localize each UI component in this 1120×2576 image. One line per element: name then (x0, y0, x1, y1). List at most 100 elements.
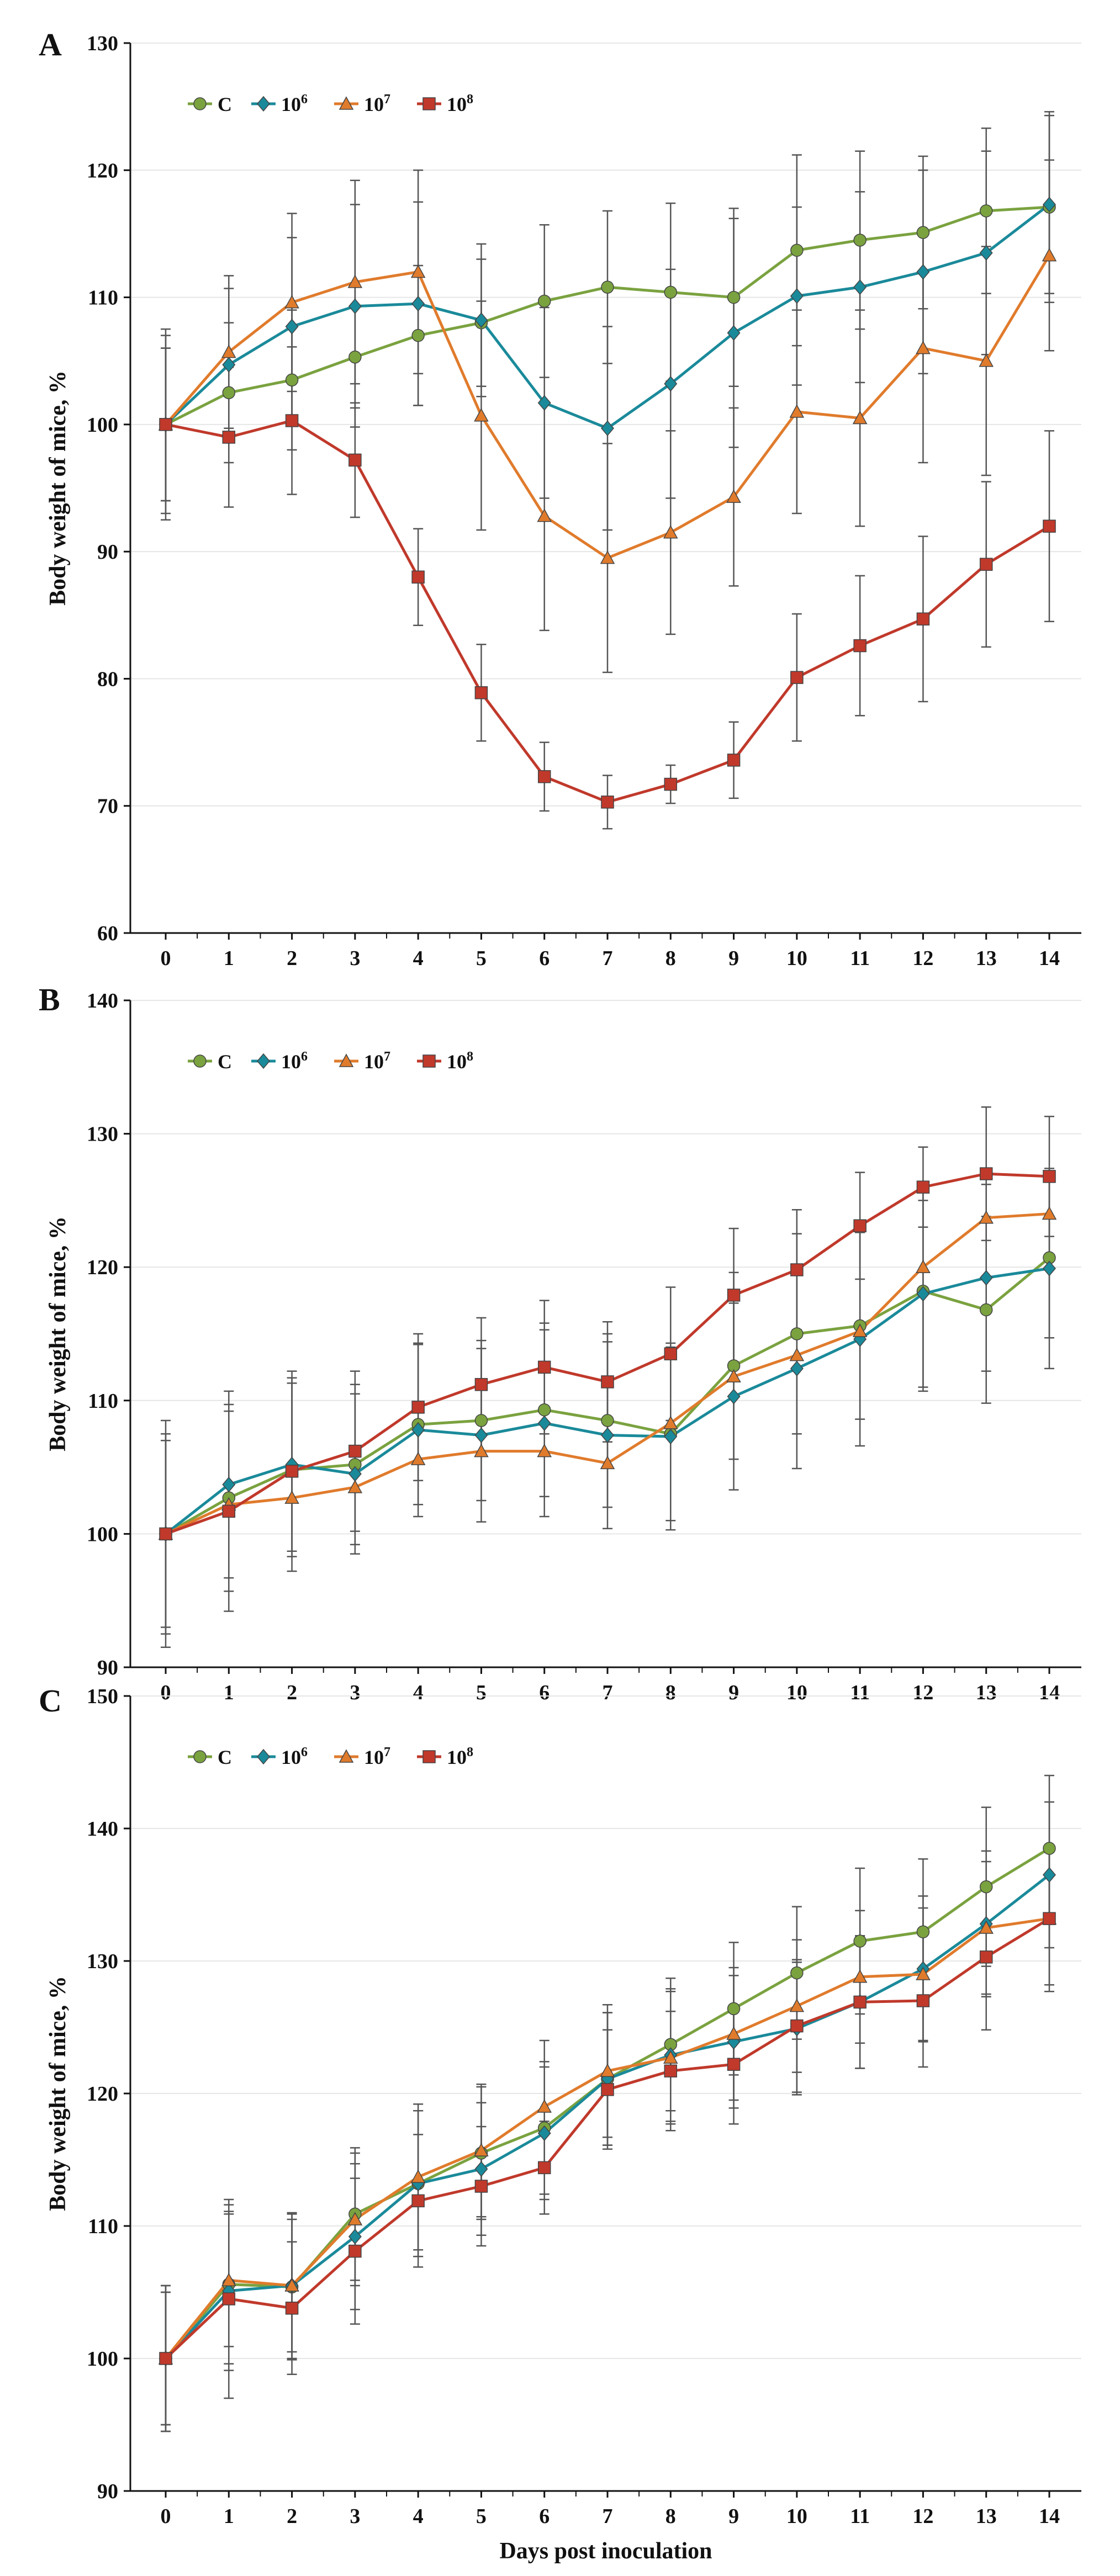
x-tick-label: 12 (912, 2505, 933, 2528)
data-point-106 (601, 420, 614, 436)
x-tick-label: 0 (161, 2505, 171, 2528)
data-point-107 (852, 410, 868, 425)
x-tick-label: 6 (539, 2505, 550, 2528)
y-axis-title: Body weight of mice, % (45, 370, 71, 606)
x-tick-label: 10 (786, 2505, 807, 2528)
data-point-108 (601, 796, 614, 809)
legend-label: 106 (281, 92, 308, 115)
x-tick-label: 8 (665, 1681, 676, 1704)
data-point-106 (285, 319, 299, 335)
data-point-C (979, 1303, 993, 1317)
legend: C 106 107 108 (188, 1050, 473, 1073)
x-tick-label: 11 (850, 947, 870, 970)
data-point-C (1043, 1842, 1056, 1855)
legend-label: 106 (281, 1745, 308, 1768)
x-tick-label: 10 (786, 947, 807, 970)
data-point-106 (537, 2125, 551, 2142)
legend-item-108: 108 (417, 1745, 473, 1768)
legend-marker (422, 1054, 436, 1068)
x-tick-label: 6 (539, 947, 550, 970)
x-tick-label: 12 (912, 1681, 933, 1704)
data-point-108 (853, 1219, 867, 1233)
x-tick-label: 0 (161, 1681, 171, 1704)
legend-item-107: 107 (334, 92, 390, 115)
x-tick-label: 9 (728, 1681, 739, 1704)
legend-item-106: 106 (251, 1745, 308, 1768)
x-tick-label: 4 (413, 1681, 424, 1704)
data-point-106 (222, 1476, 236, 1493)
y-tick-label: 90 (97, 540, 118, 564)
data-point-108 (979, 1167, 993, 1180)
data-point-108 (411, 2194, 425, 2208)
data-point-108 (1043, 520, 1056, 533)
legend-marker (339, 96, 354, 110)
data-point-107 (663, 1416, 678, 1429)
data-point-108 (853, 1995, 867, 2009)
data-point-108 (348, 453, 362, 467)
x-tick-label: 5 (476, 1681, 487, 1704)
data-point-107 (916, 341, 931, 354)
data-point-107 (726, 2026, 741, 2040)
data-point-106 (664, 1428, 678, 1445)
data-point-107 (852, 1969, 868, 1983)
data-point-108 (285, 414, 299, 427)
data-point-108 (853, 639, 867, 653)
legend-label: C (218, 93, 232, 115)
legend-marker (422, 1750, 436, 1763)
x-tick-label: 3 (350, 947, 360, 970)
data-point-107 (537, 508, 552, 522)
data-point-106 (474, 312, 488, 328)
data-point-107 (726, 489, 741, 503)
x-tick-label: 2 (287, 2505, 297, 2528)
data-point-C (979, 204, 993, 218)
x-axis-title: Days post inoculation (499, 2538, 712, 2564)
legend-item-106: 106 (251, 92, 308, 115)
x-tick-label: 4 (413, 947, 424, 970)
y-tick-label: 100 (87, 2347, 118, 2371)
data-point-107 (221, 344, 236, 358)
x-tick-label: 5 (476, 947, 487, 970)
legend-label: 107 (364, 1050, 390, 1073)
y-axis-title: Body weight of mice, % (45, 1216, 71, 1451)
y-tick-label: 140 (87, 989, 118, 1013)
legend-marker (339, 1053, 354, 1067)
y-tick-label: 130 (87, 1950, 118, 1973)
data-point-C (474, 1414, 488, 1427)
data-point-108 (664, 1347, 678, 1360)
legend-marker (193, 1054, 207, 1068)
data-point-106 (790, 288, 804, 304)
x-tick-label: 7 (603, 2505, 613, 2528)
data-point-107 (284, 1490, 299, 1504)
x-tick-label: 1 (224, 1681, 234, 1704)
data-point-107 (474, 408, 489, 422)
y-axis-title: Body weight of mice, % (45, 1976, 71, 2211)
data-point-108 (979, 1950, 993, 1964)
legend-label: 107 (364, 92, 390, 115)
data-point-108 (727, 2058, 741, 2071)
data-point-108 (159, 1527, 172, 1541)
data-point-107 (916, 1967, 931, 1980)
y-tick-label: 100 (87, 1523, 118, 1546)
y-tick-label: 90 (97, 2480, 118, 2503)
y-tick-label: 110 (88, 1390, 118, 1413)
x-tick-label: 11 (850, 1681, 870, 1704)
y-tick-label: 130 (87, 1123, 118, 1146)
data-point-108 (348, 1444, 362, 1458)
data-point-108 (411, 1401, 425, 1414)
data-point-108 (411, 570, 425, 584)
y-tick-label: 140 (87, 1817, 118, 1841)
legend-marker (193, 97, 207, 110)
data-point-C (222, 386, 236, 400)
data-point-106 (727, 1388, 741, 1404)
data-point-107 (410, 1451, 426, 1465)
data-point-C (537, 1403, 551, 1417)
legend-label: C (218, 1746, 232, 1768)
x-tick-label: 8 (665, 947, 676, 970)
data-point-107 (347, 274, 363, 288)
x-tick-label: 13 (976, 947, 997, 970)
panel-label: C (39, 1683, 62, 1719)
data-point-106 (1043, 1260, 1056, 1276)
data-point-108 (285, 2302, 299, 2315)
data-point-106 (727, 325, 741, 341)
